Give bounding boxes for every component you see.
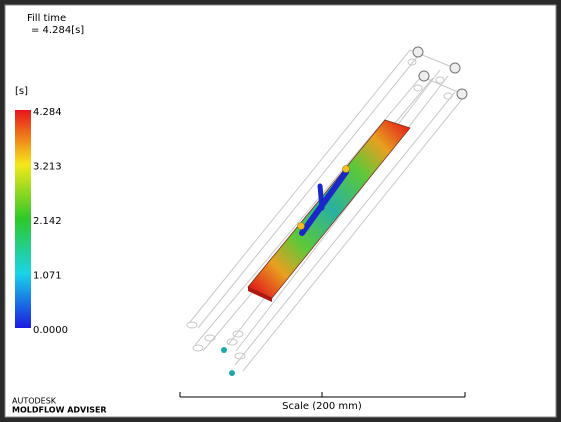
scale-label: Scale (200 mm) [282,401,362,412]
viewport: Fill time = 4.284[s] [s] 4.284 3.213 2.142… [0,0,561,422]
color-bar [15,110,31,328]
result-title: Fill time [27,13,66,24]
result-view: Fill time = 4.284[s] [s] 4.284 3.213 2.142… [0,0,561,422]
canvas [5,5,556,417]
legend-tick-label: 4.284 [33,107,62,118]
legend-tick-label: 2.142 [33,216,62,227]
legend-tick-label: 1.071 [33,271,62,282]
brand-company: AUTODESK [12,397,57,406]
legend-unit: [s] [15,86,28,97]
legend-tick-label: 0.0000 [33,325,68,336]
legend-tick-label: 3.213 [33,162,62,173]
result-value: = 4.284[s] [31,25,84,36]
brand-product: MOLDFLOW ADVISER [12,406,107,415]
